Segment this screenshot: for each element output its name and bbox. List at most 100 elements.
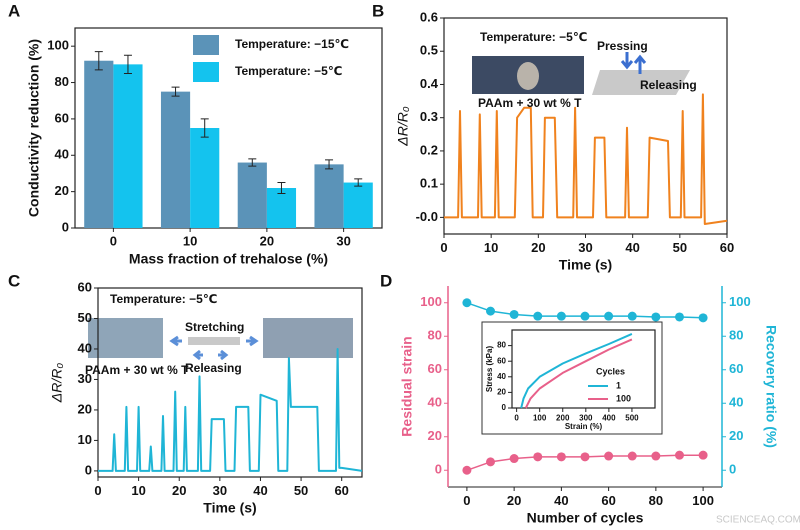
y-tick-label: -0.0: [416, 209, 438, 224]
bar: [160, 91, 191, 229]
y-axis-label: ΔR/R₀: [49, 363, 65, 404]
x-tick-label: 10: [183, 233, 197, 248]
data-point: [533, 452, 543, 462]
error-bar: [354, 178, 363, 187]
y2-tick-label: 0: [729, 462, 736, 477]
error-bar: [123, 54, 132, 74]
y-axis-label: Stress (kPa): [485, 346, 494, 393]
data-line: [98, 348, 363, 472]
x-tick-label: 30: [578, 240, 592, 255]
y-tick-label: 60: [78, 279, 92, 294]
y-tick-label: 0.3: [420, 109, 438, 124]
data-point: [462, 465, 472, 475]
x-tick-label: 300: [579, 413, 593, 422]
annotation: Stretching: [185, 320, 244, 334]
y-tick-label: 60: [497, 356, 506, 365]
y-tick-label: 0.4: [420, 76, 439, 91]
x-tick-label: 100: [692, 493, 714, 508]
x-axis-label: Strain (%): [565, 422, 603, 431]
panel-label: C: [8, 271, 20, 290]
y-tick-label: 20: [428, 428, 442, 443]
x-tick-label: 0: [94, 483, 101, 498]
y-tick-label: 100: [47, 38, 69, 53]
y-axis-label: Conductivity reduction (%): [26, 39, 42, 217]
x-tick-label: 0: [440, 240, 447, 255]
arrow: [633, 54, 647, 74]
error-bar: [325, 159, 334, 170]
data-point: [486, 306, 496, 316]
panel-label: A: [8, 1, 20, 20]
y-tick-label: 80: [497, 341, 506, 350]
x-tick-label: 50: [673, 240, 687, 255]
x-tick-label: 30: [213, 483, 227, 498]
y-tick-label: 20: [55, 183, 69, 198]
data-point: [651, 312, 661, 322]
x-tick-label: 60: [601, 493, 615, 508]
data-point: [627, 451, 637, 461]
x-tick-label: 10: [484, 240, 498, 255]
bar: [190, 128, 220, 228]
y2-tick-label: 40: [729, 395, 743, 410]
plot-frame: [74, 27, 383, 229]
x-tick-label: 60: [720, 240, 734, 255]
data-line: [444, 93, 728, 225]
schematic-plate: [592, 70, 690, 95]
data-point: [651, 451, 661, 461]
data-point: [580, 311, 590, 321]
bar: [266, 188, 297, 228]
data-point: [698, 313, 708, 323]
y-tick-label: 80: [428, 328, 442, 343]
legend-label: Temperature: −15℃: [235, 37, 349, 51]
legend-swatch: [193, 35, 219, 55]
y-tick-label: 40: [55, 147, 69, 162]
x-tick-label: 10: [131, 483, 145, 498]
legend-label: Temperature: −5℃: [235, 64, 342, 78]
annotation: Temperature: −5℃: [480, 30, 587, 44]
y-tick-label: 0: [502, 403, 507, 412]
data-point: [580, 452, 590, 462]
legend-swatch: [193, 62, 219, 82]
legend-label: 100: [616, 393, 631, 403]
legend-label: 1: [616, 380, 621, 390]
legend-title: Cycles: [596, 366, 625, 376]
x-tick-label: 30: [336, 233, 350, 248]
x-tick-label: 100: [533, 413, 547, 422]
annotation: PAAm + 30 wt % T: [478, 96, 582, 110]
annotation: Temperature: −5℃: [110, 292, 217, 306]
bar: [84, 60, 114, 229]
x-tick-label: 80: [649, 493, 663, 508]
annotation: PAAm + 30 wt % T: [85, 363, 189, 377]
y-tick-label: 0.1: [420, 176, 438, 191]
x-tick-label: 40: [625, 240, 639, 255]
y-tick-label: 40: [497, 372, 506, 381]
data-point: [556, 452, 566, 462]
data-point: [604, 311, 614, 321]
data-point: [627, 311, 637, 321]
data-point: [556, 311, 566, 321]
y2-tick-label: 20: [729, 428, 743, 443]
error-bar: [248, 158, 257, 167]
annotation: Releasing: [185, 361, 242, 375]
schematic-bar: [188, 337, 240, 345]
y2-tick-label: 100: [729, 294, 751, 309]
y-tick-label: 0.5: [420, 43, 438, 58]
plot-frame: [511, 329, 656, 409]
panel-label: D: [380, 271, 392, 290]
bar: [314, 164, 344, 228]
error-bar: [277, 182, 286, 194]
x-tick-label: 0: [110, 233, 117, 248]
data-line: [520, 332, 633, 409]
x-tick-label: 200: [556, 413, 570, 422]
annotation: Pressing: [597, 39, 648, 53]
y-axis-label: ΔR/R₀: [395, 106, 411, 147]
bar: [343, 182, 373, 228]
data-point: [509, 309, 519, 319]
y-tick-label: 50: [78, 310, 92, 325]
arrow: [620, 52, 634, 70]
data-point: [462, 298, 472, 308]
x-tick-label: 40: [554, 493, 568, 508]
error-bar: [200, 118, 209, 138]
data-point: [604, 451, 614, 461]
y-tick-label: 20: [78, 401, 92, 416]
bar: [113, 64, 143, 228]
